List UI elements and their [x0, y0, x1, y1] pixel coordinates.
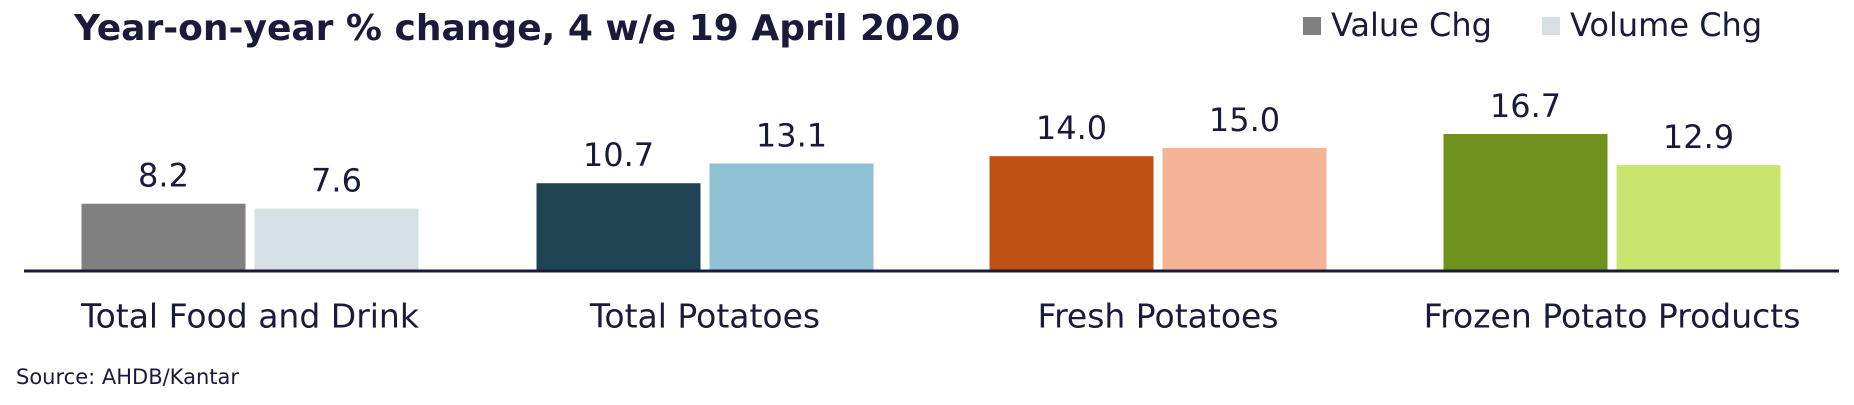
source-note: Source: AHDB/Kantar: [16, 365, 239, 389]
bar: [81, 203, 246, 271]
legend-label: Volume Chg: [1570, 6, 1762, 44]
bar: [1443, 134, 1608, 271]
value-label: 15.0: [1209, 101, 1280, 139]
chart-title: Year-on-year % change, 4 w/e 19 April 20…: [73, 8, 960, 49]
value-label: 13.1: [756, 117, 827, 155]
x-tick-label: Total Potatoes: [589, 297, 820, 336]
value-label: 16.7: [1490, 87, 1561, 125]
legend-swatch: [1303, 17, 1321, 35]
bar: [989, 156, 1154, 271]
value-label: 8.2: [138, 157, 189, 195]
value-label: 14.0: [1036, 109, 1107, 147]
bar: [1616, 165, 1781, 271]
bar: [709, 163, 874, 271]
value-label: 7.6: [311, 162, 362, 200]
bar: [1162, 147, 1327, 271]
x-tick-label: Total Food and Drink: [80, 297, 420, 336]
value-label: 10.7: [583, 136, 654, 174]
bar: [254, 208, 419, 271]
x-tick-label: Frozen Potato Products: [1424, 297, 1801, 336]
x-tick-label: Fresh Potatoes: [1037, 297, 1278, 336]
legend-label: Value Chg: [1331, 6, 1492, 44]
value-label: 12.9: [1663, 118, 1734, 156]
bar: [536, 183, 701, 271]
legend-swatch: [1542, 17, 1560, 35]
